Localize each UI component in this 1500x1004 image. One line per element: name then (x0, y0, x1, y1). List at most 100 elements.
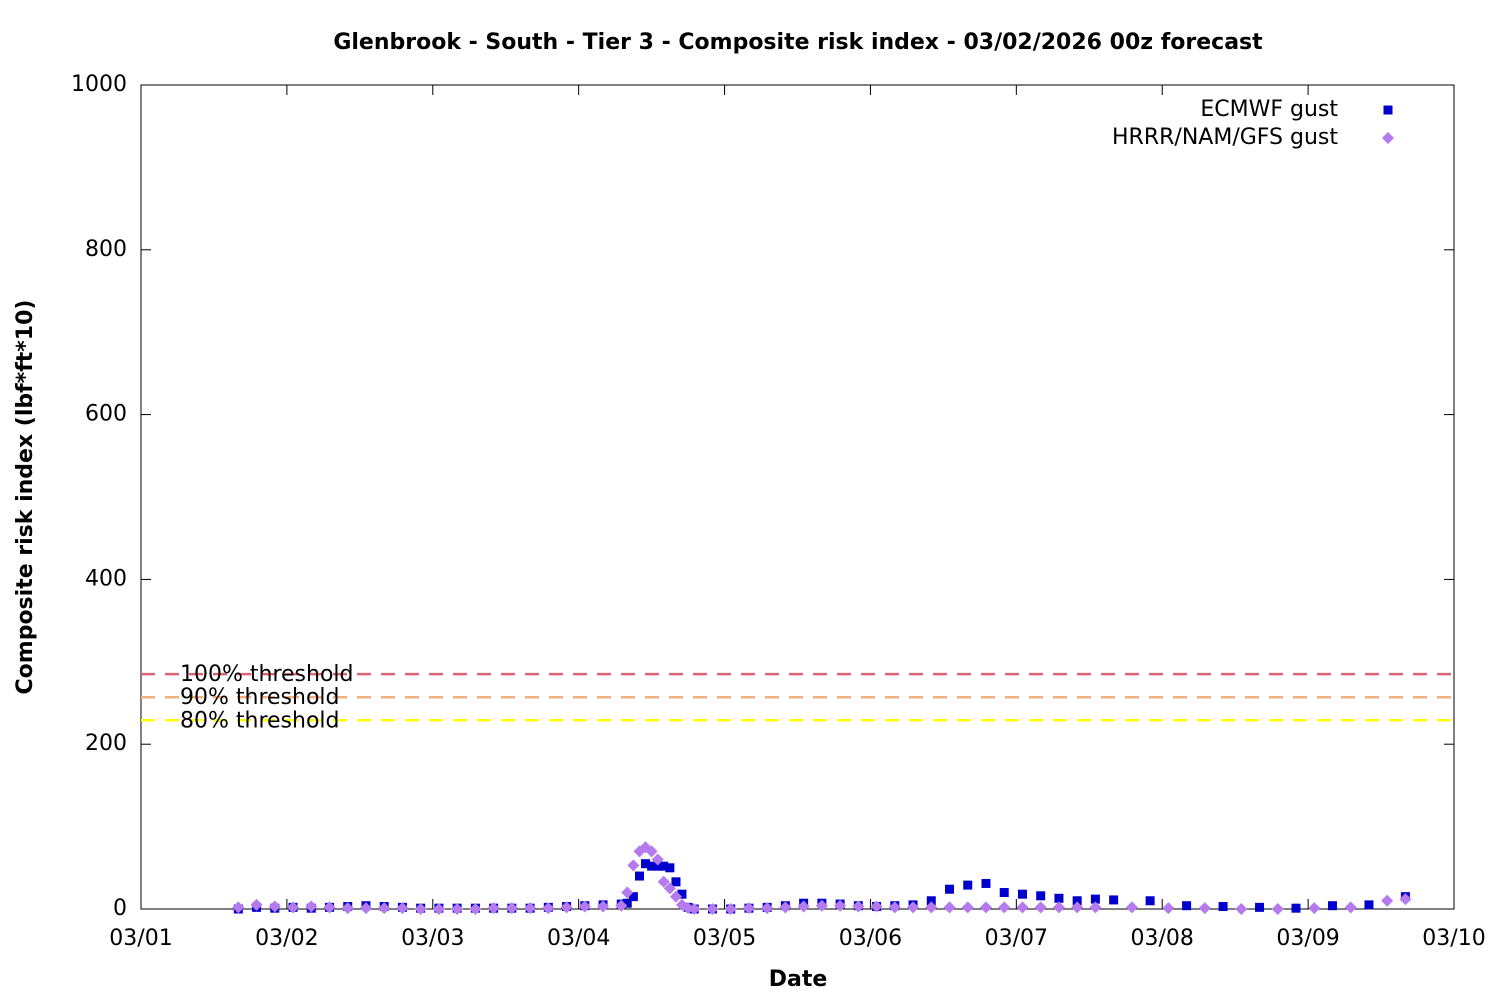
x-tick-label: 03/06 (839, 926, 902, 951)
data-point (645, 845, 658, 858)
data-point (1344, 901, 1357, 914)
threshold-label: 80% threshold (180, 708, 340, 733)
data-point (663, 882, 676, 895)
data-point (268, 900, 281, 913)
data-point (1381, 894, 1394, 907)
legend-label: HRRR/NAM/GFS gust (1112, 125, 1338, 150)
data-point (628, 892, 638, 902)
data-point (742, 902, 755, 915)
data-point (1235, 903, 1248, 915)
data-point (1198, 902, 1211, 915)
data-point (797, 900, 810, 913)
data-point (1291, 903, 1301, 913)
data-point (999, 888, 1009, 898)
data-point (653, 861, 663, 871)
data-point (1182, 901, 1192, 911)
data-point (1089, 901, 1102, 914)
data-point (487, 902, 500, 915)
data-point (671, 877, 681, 887)
plot-frame (140, 84, 1455, 910)
data-point (907, 901, 920, 914)
data-point (1052, 901, 1065, 914)
data-point (1145, 896, 1155, 906)
data-point (945, 884, 955, 894)
y-tick-label: 400 (85, 566, 127, 591)
data-point (998, 901, 1011, 914)
data-point (378, 902, 391, 915)
data-point (706, 903, 719, 915)
y-tick-label: 1000 (71, 72, 127, 97)
data-point (1383, 105, 1393, 115)
data-point (640, 859, 650, 869)
data-point (597, 900, 610, 913)
chart-title: Glenbrook - South - Tier 3 - Composite r… (333, 30, 1263, 55)
y-tick-label: 200 (85, 731, 127, 756)
data-point (615, 899, 628, 912)
data-point (888, 901, 901, 914)
data-point (560, 901, 573, 914)
data-point (834, 899, 847, 912)
data-point (622, 898, 632, 908)
data-point (961, 901, 974, 914)
data-point (963, 880, 973, 890)
data-point (323, 901, 336, 914)
data-point (1399, 893, 1412, 906)
data-point (1327, 901, 1337, 911)
x-tick-label: 03/10 (1422, 926, 1485, 951)
data-point (979, 901, 992, 914)
data-point (432, 903, 445, 915)
data-point (305, 900, 318, 913)
x-tick-label: 03/04 (547, 926, 610, 951)
data-point (659, 861, 669, 871)
data-point (926, 896, 936, 906)
data-point (677, 889, 687, 899)
data-point (1034, 901, 1047, 914)
data-point (1036, 891, 1046, 901)
data-point (1271, 903, 1284, 915)
data-point (396, 902, 409, 915)
data-point (1255, 902, 1265, 912)
x-tick-label: 03/07 (985, 926, 1048, 951)
x-tick-label: 03/09 (1276, 926, 1339, 951)
data-point (669, 890, 682, 903)
legend-label: ECMWF gust (1200, 97, 1338, 122)
x-tick-label: 03/01 (109, 926, 172, 951)
x-axis-label: Date (769, 967, 828, 992)
data-point (287, 901, 300, 914)
data-point (1308, 902, 1321, 915)
data-point (1364, 900, 1374, 910)
data-point (925, 901, 938, 914)
data-point (724, 903, 737, 915)
y-tick-label: 600 (85, 402, 127, 427)
data-point (232, 901, 245, 914)
data-point (542, 902, 555, 915)
x-tick-label: 03/05 (693, 926, 756, 951)
data-point (635, 871, 645, 881)
data-point (779, 901, 792, 914)
data-point (1090, 894, 1100, 904)
threshold-label: 100% threshold (180, 662, 354, 687)
data-point (688, 903, 701, 915)
data-point (414, 903, 427, 915)
data-point (621, 886, 634, 899)
data-point (341, 902, 354, 915)
data-point (1016, 901, 1029, 914)
data-point (451, 903, 464, 915)
data-point (1017, 889, 1027, 899)
x-tick-label: 03/02 (255, 926, 318, 951)
data-point (852, 900, 865, 913)
y-tick-label: 0 (113, 896, 127, 921)
data-point (665, 863, 675, 873)
x-tick-label: 03/03 (401, 926, 464, 951)
data-point (1054, 893, 1064, 903)
y-axis-label: Composite risk index (lbf*ft*10) (13, 300, 38, 695)
data-point (1382, 132, 1394, 144)
data-point (1218, 902, 1228, 912)
data-point (469, 903, 482, 915)
data-point (815, 899, 828, 912)
data-point (250, 898, 263, 911)
data-point (1125, 901, 1138, 914)
data-point (981, 878, 991, 888)
data-point (943, 901, 956, 914)
